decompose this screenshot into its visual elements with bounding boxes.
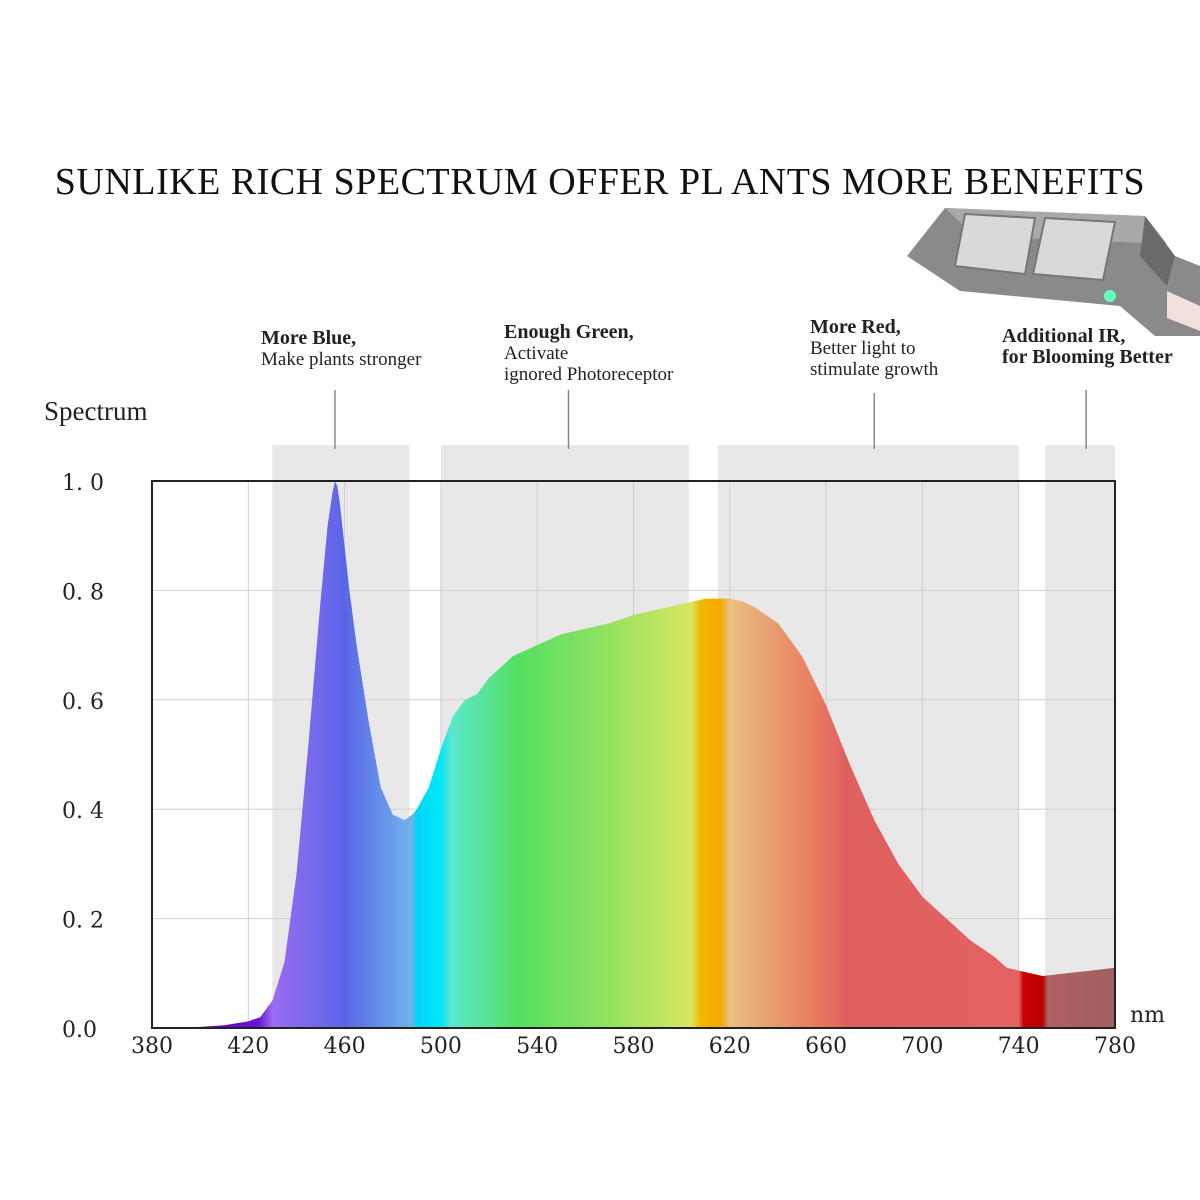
annotation-blue-title: More Blue, [261,327,357,349]
annotation-green-title: Enough Green, [504,321,634,343]
annotation-green-line-2: ignored Photoreceptor [504,364,674,385]
plot-frame [151,480,1116,1029]
street-lamp-image [907,208,1200,336]
y-tick-label-5: 1. 0 [62,471,104,496]
y-tick-label-2: 0. 4 [62,799,104,824]
annotation-ir-line: for Blooming Better [1002,346,1173,368]
highlight-band-3 [1045,445,1115,1028]
x-tick-label-740: 740 [998,1034,1040,1059]
annotation-green-line-1: Activate [504,343,569,364]
x-tick-label-380: 380 [131,1034,173,1059]
x-tick-label-500: 500 [420,1034,462,1059]
annotation-blue-line: Make plants stronger [261,349,422,370]
y-axis-label: Spectrum [44,396,148,426]
y-tick-label-3: 0. 6 [62,690,104,715]
annotation-red-title: More Red, [810,316,901,338]
page-title: SUNLIKE RICH SPECTRUM OFFER PL ANTS MORE… [54,161,1146,203]
annotation-red: More Red, Better light to stimulate grow… [810,316,939,381]
annotation-ir: Additional IR, for Blooming Better [1002,326,1173,368]
x-tick-label-420: 420 [227,1034,269,1059]
x-tick-label-700: 700 [901,1034,943,1059]
y-tick-label-1: 0. 2 [62,909,104,934]
annotation-leaders [334,390,1087,449]
y-tick-label-0: 0.0 [62,1018,97,1043]
x-tick-label-540: 540 [516,1034,558,1059]
annotation-red-line-1: Better light to [810,338,916,359]
x-tick-label-460: 460 [324,1034,366,1059]
x-tick-label-660: 660 [805,1034,847,1059]
x-tick-label-580: 580 [613,1034,655,1059]
annotation-blue: More Blue, Make plants stronger [261,327,422,371]
annotation-red-line-2: stimulate growth [810,359,939,380]
annotation-green: Enough Green, Activate ignored Photorece… [504,321,674,386]
axis-ticks: 380 420 460 500 540 580 620 660 700 740 780 0.0 0. 2… [62,471,1136,1059]
spectrum-area [152,481,1115,1028]
x-axis-unit: nm [1130,1003,1165,1028]
x-tick-label-780: 780 [1094,1034,1136,1059]
annotation-ir-title: Additional IR, [1002,325,1126,347]
x-tick-label-620: 620 [709,1034,751,1059]
y-tick-label-4: 0. 8 [62,580,104,605]
